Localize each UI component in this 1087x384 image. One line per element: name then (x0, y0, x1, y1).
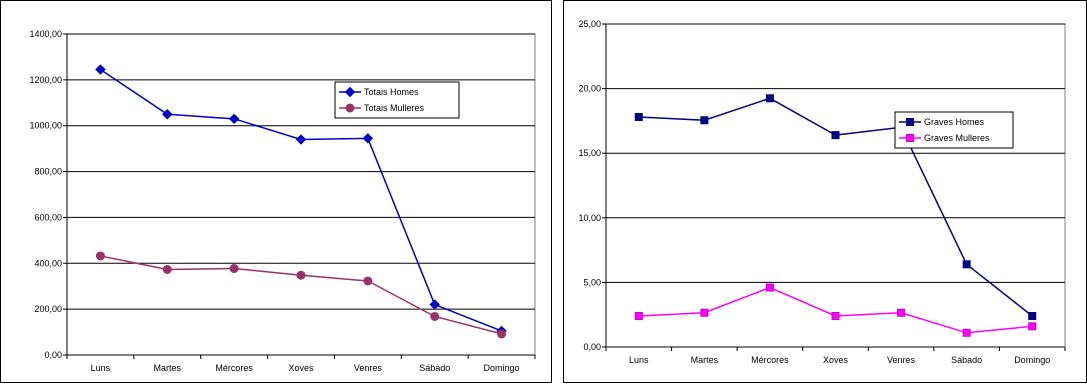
data-point-totais-0 (162, 109, 173, 120)
data-point-graves-1 (1028, 322, 1037, 331)
y-tick-label: 25,00 (578, 19, 601, 29)
data-point-totais-0 (95, 64, 106, 75)
y-tick-label: 10,00 (578, 213, 601, 223)
legend-swatch-marker (906, 134, 914, 142)
data-point-graves-1 (897, 308, 906, 317)
legend (334, 81, 460, 119)
y-tick-label: 20,00 (578, 84, 601, 94)
x-tick-label: Domingo (484, 363, 520, 373)
x-tick-label: Luns (91, 363, 111, 373)
x-tick-label: Sábado (951, 355, 982, 365)
data-point-graves-1 (634, 311, 643, 320)
y-tick-label: 1400,00 (29, 29, 62, 39)
legend (894, 111, 1014, 149)
y-tick-label: 200,00 (34, 304, 62, 314)
y-tick-label: 600,00 (34, 212, 62, 222)
legend-swatch-marker (345, 103, 355, 113)
plot-area (66, 33, 536, 356)
x-tick-label: Xoves (823, 355, 849, 365)
data-point-graves-0 (962, 260, 971, 269)
y-tick-label: 800,00 (34, 167, 62, 177)
data-point-totais-1 (497, 329, 507, 339)
y-tick-label: 0,00 (583, 342, 601, 352)
y-tick-label: 5,00 (583, 277, 601, 287)
legend-swatch-marker (344, 86, 356, 98)
chart-panel-totais: 0,00 200,00 400,00 600,00 800,00 1000,00 1200,… (0, 0, 552, 383)
data-point-totais-0 (295, 134, 307, 145)
x-tick-label: Mércores (751, 355, 789, 365)
x-tick-label: Luns (629, 355, 649, 365)
data-point-totais-1 (162, 264, 172, 274)
x-tick-label: Venres (887, 355, 916, 365)
data-point-graves-1 (962, 328, 971, 337)
y-tick-label: 400,00 (34, 258, 62, 268)
data-point-graves-0 (634, 113, 643, 122)
data-point-totais-1 (430, 311, 440, 321)
data-point-graves-0 (831, 131, 840, 140)
legend-label: Graves Mulleres (924, 133, 990, 143)
data-point-totais-0 (362, 133, 374, 144)
data-point-totais-1 (363, 276, 373, 286)
data-point-totais-1 (229, 264, 239, 274)
data-point-graves-1 (831, 311, 840, 320)
legend-label: Graves Homes (924, 117, 985, 127)
data-point-graves-1 (700, 308, 709, 317)
x-tick-label: Sábado (419, 363, 450, 373)
y-tick-label: 1000,00 (29, 121, 62, 131)
x-tick-label: Mércores (215, 363, 253, 373)
data-point-graves-0 (1028, 311, 1037, 320)
data-point-graves-0 (765, 94, 774, 103)
x-tick-label: Martes (154, 363, 182, 373)
data-point-totais-0 (429, 299, 440, 310)
x-tick-label: Venres (354, 363, 383, 373)
data-point-totais-1 (296, 270, 306, 280)
legend-label: Totais Mulleres (364, 103, 425, 113)
x-tick-label: Domingo (1014, 355, 1050, 365)
data-point-graves-1 (765, 283, 774, 292)
data-point-totais-0 (228, 113, 240, 125)
x-tick-label: Martes (691, 355, 719, 365)
chart-panel-graves: 0,00 5,00 10,00 15,00 20,00 25,00 Luns Martes Mé… (563, 0, 1087, 383)
plot-area (605, 23, 1066, 348)
x-tick-label: Xoves (288, 363, 314, 373)
data-point-graves-0 (700, 116, 709, 125)
y-tick-label: 1200,00 (29, 75, 62, 85)
y-tick-label: 0,00 (44, 350, 62, 360)
y-tick-label: 15,00 (578, 148, 601, 158)
legend-swatch-marker (906, 118, 914, 126)
legend-label: Totais Homes (364, 87, 419, 97)
data-point-totais-1 (95, 251, 105, 261)
line-chart-totais: 0,00 200,00 400,00 600,00 800,00 1000,00 1200,… (29, 29, 536, 373)
line-chart-graves: 0,00 5,00 10,00 15,00 20,00 25,00 Luns Martes Mé… (578, 19, 1066, 365)
